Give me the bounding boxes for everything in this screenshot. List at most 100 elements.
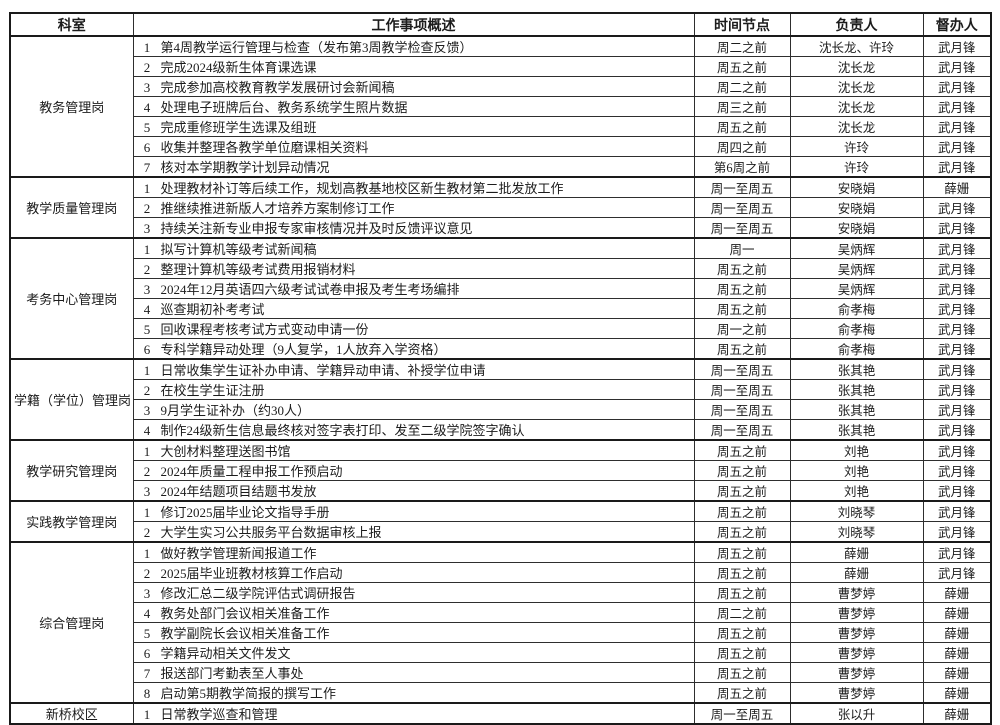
time-cell: 周一至周五 <box>693 217 791 239</box>
table-row: 5 完成重修班学生选课及组班 周五之前 沈长龙 武月锋 <box>10 116 992 137</box>
table-row: 4 巡查期初补考考试 周五之前 俞孝梅 武月锋 <box>10 298 992 319</box>
table-row: 考务中心管理岗 1 拟写计算机等级考试新闻稿 周一 吴炳辉 武月锋 <box>9 237 992 360</box>
task-number: 2 <box>143 60 151 75</box>
task-text: 修订2025届毕业论文指导手册 <box>160 505 330 520</box>
time-cell: 周五之前 <box>693 439 791 461</box>
supervisor-cell: 武月锋 <box>922 521 992 543</box>
task-text: 完成2024级新生体育课选课 <box>160 60 317 75</box>
task-text: 日常收集学生证补办申请、学籍异动申请、补授学位申请 <box>160 363 486 378</box>
table-row: 4 教务处部门会议相关准备工作 周二之前 曹梦婷 薛姗 <box>10 602 992 623</box>
task-cell: 5 教学副院长会议相关准备工作 <box>132 622 695 643</box>
task-cell: 5 回收课程考核考试方式变动申请一份 <box>132 318 695 339</box>
task-text: 2024年结题项目结题书发放 <box>160 484 317 499</box>
task-number: 1 <box>143 505 151 520</box>
department-cell: 学籍（学位）管理岗 <box>9 358 134 441</box>
time-cell: 周五之前 <box>693 521 791 543</box>
task-number: 3 <box>143 586 151 601</box>
task-text: 巡查期初补考考试 <box>160 302 265 317</box>
time-cell: 周五之前 <box>693 56 791 77</box>
task-text: 2025届毕业班教材核算工作启动 <box>160 566 343 581</box>
time-cell: 周一至周五 <box>693 197 791 218</box>
task-cell: 8 启动第5期教学简报的撰写工作 <box>132 682 695 704</box>
owner-cell: 张其艳 <box>789 399 924 420</box>
time-cell: 周五之前 <box>693 500 791 522</box>
task-cell: 2 在校生学生证注册 <box>132 379 695 400</box>
task-cell: 2 完成2024级新生体育课选课 <box>132 56 695 77</box>
owner-cell: 曹梦婷 <box>789 582 924 603</box>
supervisor-cell: 薛姗 <box>922 176 992 198</box>
owner-cell: 张以升 <box>789 702 924 725</box>
table-row: 2 完成2024级新生体育课选课 周五之前 沈长龙 武月锋 <box>10 56 992 77</box>
task-number: 2 <box>143 525 151 540</box>
time-cell: 周一至周五 <box>693 176 791 198</box>
task-text: 持续关注新专业申报专家审核情况并及时反馈评议意见 <box>160 221 473 236</box>
time-cell: 周二之前 <box>693 35 791 57</box>
task-text: 完成参加高校教育教学发展研讨会新闻稿 <box>160 80 395 95</box>
header-owner: 负责人 <box>789 12 924 37</box>
owner-cell: 吴炳辉 <box>789 258 924 279</box>
table-row: 3 2024年12月英语四六级考试试卷申报及考生考场编排 周五之前 吴炳辉 武月锋 <box>10 278 992 299</box>
task-cell: 7 核对本学期教学计划异动情况 <box>132 156 695 178</box>
task-cell: 2 2024年质量工程申报工作预启动 <box>132 460 695 481</box>
time-cell: 第6周之前 <box>693 156 791 178</box>
task-cell: 4 制作24级新生信息最终核对签字表打印、发至二级学院签字确认 <box>132 419 695 441</box>
owner-cell: 沈长龙 <box>789 56 924 77</box>
owner-cell: 刘艳 <box>789 460 924 481</box>
task-text: 9月学生证补办（约30人） <box>160 403 311 418</box>
supervisor-cell: 武月锋 <box>922 541 992 563</box>
owner-cell: 许玲 <box>789 136 924 157</box>
task-text: 回收课程考核考试方式变动申请一份 <box>160 322 369 337</box>
task-cell: 3 完成参加高校教育教学发展研讨会新闻稿 <box>132 76 695 97</box>
task-number: 2 <box>143 262 151 277</box>
task-cell: 2 整理计算机等级考试费用报销材料 <box>132 258 695 279</box>
task-cell: 1 修订2025届毕业论文指导手册 <box>132 500 695 522</box>
supervisor-cell: 武月锋 <box>922 358 992 380</box>
time-cell: 周五之前 <box>693 662 791 683</box>
task-text: 制作24级新生信息最终核对签字表打印、发至二级学院签字确认 <box>160 423 525 438</box>
time-cell: 周五之前 <box>693 582 791 603</box>
task-cell: 3 持续关注新专业申报专家审核情况并及时反馈评议意见 <box>132 217 695 239</box>
task-number: 1 <box>143 363 151 378</box>
task-text: 推继续推进新版人才培养方案制修订工作 <box>160 201 395 216</box>
task-cell: 2 2025届毕业班教材核算工作启动 <box>132 562 695 583</box>
task-text: 核对本学期教学计划异动情况 <box>160 160 330 175</box>
owner-cell: 吴炳辉 <box>789 278 924 299</box>
table-row: 8 启动第5期教学简报的撰写工作 周五之前 曹梦婷 薛姗 <box>10 682 992 704</box>
department-cell: 教务管理岗 <box>9 35 134 178</box>
task-cell: 2 大学生实习公共服务平台数据审核上报 <box>132 521 695 543</box>
owner-cell: 张其艳 <box>789 379 924 400</box>
task-text: 处理教材补订等后续工作，规划高教基地校区新生教材第二批发放工作 <box>160 181 564 196</box>
task-text: 教学副院长会议相关准备工作 <box>160 626 330 641</box>
task-number: 2 <box>143 201 151 216</box>
task-number: 5 <box>143 626 151 641</box>
task-number: 3 <box>143 403 151 418</box>
task-number: 1 <box>143 181 151 196</box>
time-cell: 周五之前 <box>693 298 791 319</box>
owner-cell: 刘艳 <box>789 480 924 502</box>
supervisor-cell: 薛姗 <box>922 582 992 603</box>
task-number: 4 <box>143 606 151 621</box>
time-cell: 周五之前 <box>693 116 791 137</box>
task-text: 报送部门考勤表至人事处 <box>160 666 304 681</box>
task-number: 2 <box>143 464 151 479</box>
department-cell: 新桥校区 <box>9 702 134 725</box>
task-cell: 1 处理教材补订等后续工作，规划高教基地校区新生教材第二批发放工作 <box>132 176 695 198</box>
time-cell: 周五之前 <box>693 480 791 502</box>
owner-cell: 安晓娟 <box>789 217 924 239</box>
owner-cell: 沈长龙、许玲 <box>789 35 924 57</box>
table-row: 2 推继续推进新版人才培养方案制修订工作 周一至周五 安晓娟 武月锋 <box>10 197 992 218</box>
header-row: 科室 工作事项概述 时间节点 负责人 督办人 <box>9 12 992 37</box>
owner-cell: 安晓娟 <box>789 176 924 198</box>
supervisor-cell: 武月锋 <box>922 136 992 157</box>
task-cell: 1 做好教学管理新闻报道工作 <box>132 541 695 563</box>
task-text: 教务处部门会议相关准备工作 <box>160 606 330 621</box>
time-cell: 周一至周五 <box>693 399 791 420</box>
owner-cell: 曹梦婷 <box>789 602 924 623</box>
time-cell: 周五之前 <box>693 258 791 279</box>
task-text: 处理电子班牌后台、教务系统学生照片数据 <box>160 100 408 115</box>
table-row: 3 9月学生证补办（约30人） 周一至周五 张其艳 武月锋 <box>10 399 992 420</box>
owner-cell: 吴炳辉 <box>789 237 924 259</box>
owner-cell: 曹梦婷 <box>789 622 924 643</box>
table-row: 3 持续关注新专业申报专家审核情况并及时反馈评议意见 周一至周五 安晓娟 武月锋 <box>10 217 992 239</box>
owner-cell: 俞孝梅 <box>789 318 924 339</box>
